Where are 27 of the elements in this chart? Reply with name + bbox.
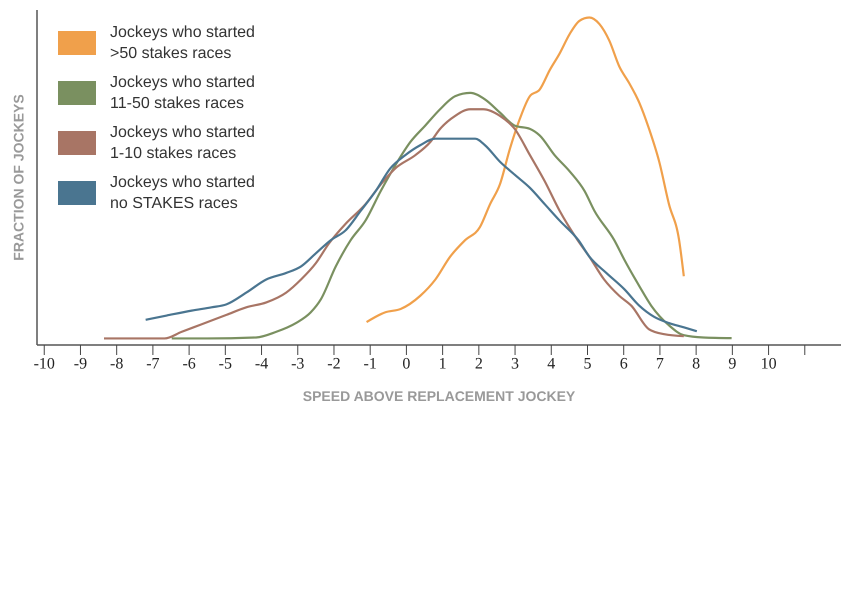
x-tick-label: 9 (728, 355, 736, 372)
x-tick-label: -8 (110, 355, 124, 372)
legend-label: Jockeys who started >50 stakes races (110, 23, 256, 64)
x-tick-label: 3 (511, 355, 520, 372)
x-tick-label: -7 (146, 355, 160, 372)
x-tick-label: -2 (327, 355, 341, 372)
x-tick-label: 7 (656, 355, 664, 372)
x-tick-label: 5 (583, 355, 592, 372)
x-tick-label: -1 (364, 355, 377, 372)
x-axis-title: SPEED ABOVE REPLACEMENT JOCKEY (302, 388, 576, 404)
legend-label: Jockeys who started 11-50 stakes races (110, 73, 256, 114)
x-tick-label: 0 (402, 355, 410, 372)
x-tick-label: -6 (182, 355, 196, 372)
legend-label: Jockeys who started no STAKES races (110, 173, 256, 214)
x-tick-label: -4 (254, 355, 268, 372)
x-tick-label: 8 (692, 355, 700, 372)
x-tick-label: 6 (620, 355, 628, 372)
x-tick-label: 4 (547, 355, 556, 372)
x-tick-label: -3 (291, 355, 304, 372)
x-tick-label: -9 (74, 355, 88, 372)
x-tick-label: -10 (34, 355, 55, 372)
legend-label: Jockeys who started 1-10 stakes races (110, 123, 256, 164)
x-tick-label: 1 (438, 355, 447, 372)
x-tick-label: 10 (760, 355, 777, 372)
x-tick-label: 2 (474, 355, 483, 372)
y-axis-title: FRACTION OF JOCKEYS (10, 94, 27, 261)
x-tick-label: -5 (218, 355, 232, 372)
